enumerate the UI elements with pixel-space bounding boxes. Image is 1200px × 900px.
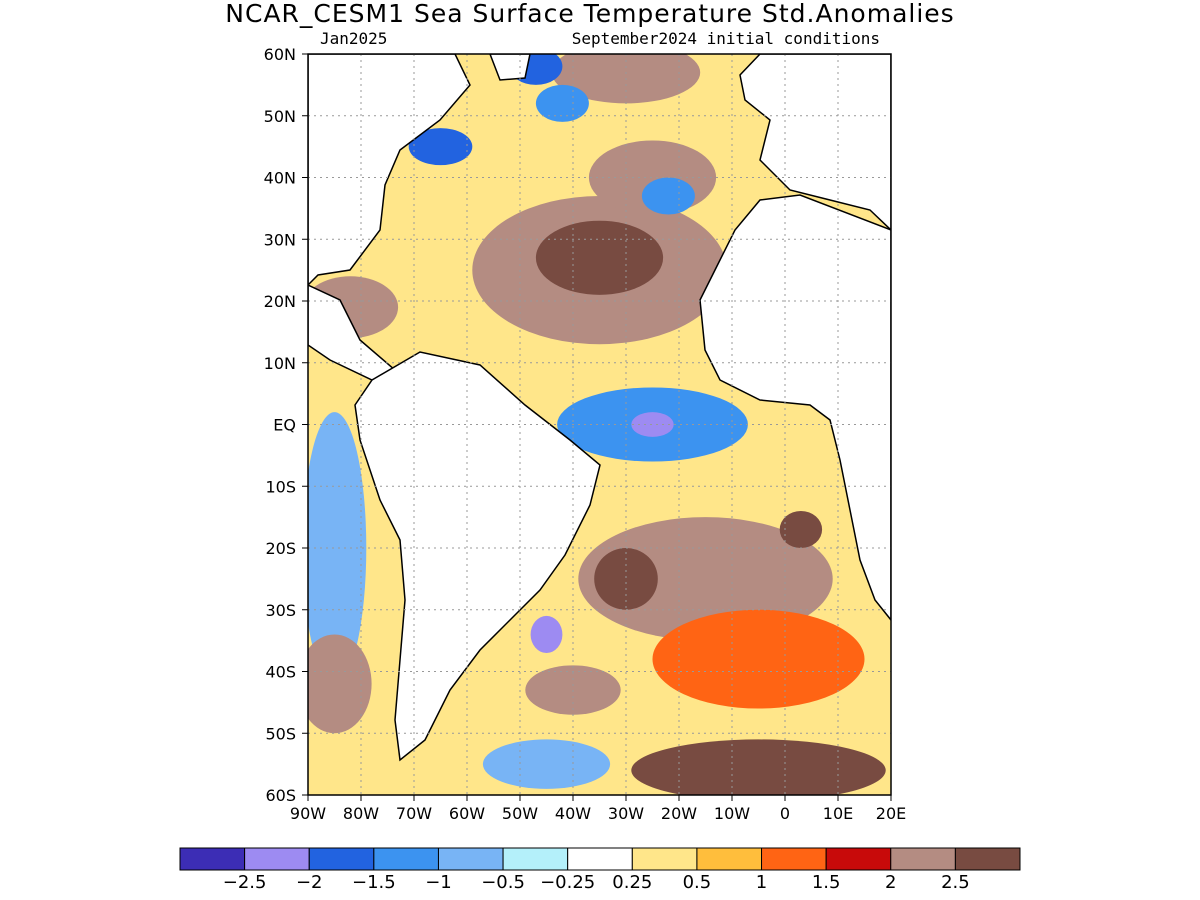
colorbar	[179, 847, 1021, 871]
y-tick-label: 50N	[264, 107, 296, 126]
europe-land	[739, 54, 891, 232]
y-tick-label: 10S	[265, 477, 296, 496]
colorbar-swatch	[308, 847, 375, 871]
y-tick-label: 40N	[264, 169, 296, 188]
colorbar-label: −0.5	[481, 872, 525, 893]
anomaly-region-14	[779, 510, 823, 548]
colorbar-label: −2.5	[223, 872, 267, 893]
anomaly-region-19	[482, 739, 611, 789]
anomaly-region-11	[308, 412, 367, 684]
y-tick-label: 40S	[265, 663, 296, 682]
colorbar-swatch	[890, 847, 956, 871]
y-tick-label: 10N	[264, 354, 296, 373]
x-tick-label: 20E	[876, 804, 906, 823]
colorbar-label: −2	[296, 872, 323, 893]
y-tick-label: 60S	[265, 786, 296, 805]
x-tick-label: 90W	[290, 804, 326, 823]
x-tick-label: 10W	[714, 804, 750, 823]
anomaly-region-12	[578, 517, 833, 641]
anomaly-region-15	[530, 615, 563, 653]
colorbar-label: 2	[885, 872, 896, 893]
anomaly-region-7	[641, 177, 695, 215]
anomaly-region-4	[408, 128, 473, 166]
colorbar-swatch	[954, 847, 1021, 871]
x-tick-label: 60W	[449, 804, 485, 823]
colorbar-swatch	[437, 847, 504, 871]
colorbar-swatch	[696, 847, 763, 871]
colorbar-swatch	[567, 847, 633, 871]
x-tick-label: 50W	[502, 804, 538, 823]
y-tick-label: 60N	[264, 45, 296, 64]
colorbar-swatch	[179, 847, 246, 871]
colorbar-label: −1.5	[352, 872, 396, 893]
x-tick-label: 40W	[555, 804, 591, 823]
x-tick-label: 70W	[396, 804, 432, 823]
chart-subtitle-right: September2024 initial conditions	[572, 29, 880, 48]
colorbar-label: 1	[756, 872, 767, 893]
colorbar-swatch	[761, 847, 827, 871]
x-tick-label: 80W	[343, 804, 379, 823]
x-tick-label: 30W	[608, 804, 644, 823]
colorbar-label: 0.5	[683, 872, 712, 893]
anomaly-region-20	[652, 609, 865, 709]
map-plot-area	[307, 53, 892, 796]
colorbar-swatch	[502, 847, 569, 871]
colorbar-swatch	[825, 847, 892, 871]
anomaly-region-18	[631, 739, 886, 795]
y-tick-label: EQ	[273, 416, 296, 435]
x-axis: 90W 80W 70W 60W 50W 40W 30W 20W 10W 0 10E 20E	[290, 795, 906, 823]
colorbar-label: 2.5	[941, 872, 970, 893]
colorbar-label: 1.5	[812, 872, 841, 893]
colorbar-label: −1	[425, 872, 452, 893]
chart-subtitle-left: Jan2025	[320, 29, 387, 48]
y-tick-label: 20S	[265, 539, 296, 558]
y-tick-label: 30N	[264, 230, 296, 249]
colorbar-labels: −2.5 −2 −1.5 −1 −0.5 −0.25 0.25 0.5 1 1.5 2 2.5	[223, 872, 970, 893]
y-tick-label: 30S	[265, 601, 296, 620]
x-tick-label: 0	[780, 804, 790, 823]
anomaly-region-5	[535, 84, 589, 122]
colorbar-swatch	[631, 847, 698, 871]
y-axis: 60N 50N 40N 30N 20N 10N EQ 10S 20S 30S 40S 50S 60S	[264, 45, 308, 805]
chart-title: NCAR_CESM1 Sea Surface Temperature Std.A…	[225, 0, 954, 28]
colorbar-label: 0.25	[612, 872, 652, 893]
colorbar-swatch	[244, 847, 310, 871]
anomaly-region-13	[594, 548, 658, 610]
colorbar-label: −0.25	[540, 872, 595, 893]
y-tick-label: 50S	[265, 724, 296, 743]
colorbar-swatch	[373, 847, 439, 871]
north-america-land	[308, 54, 471, 287]
anomaly-region-17	[308, 634, 372, 734]
map-gridlines	[308, 54, 891, 795]
x-tick-label: 10E	[823, 804, 853, 823]
y-tick-label: 20N	[264, 292, 296, 311]
x-tick-label: 20W	[661, 804, 697, 823]
anomaly-region-10	[631, 412, 674, 437]
anomaly-region-1	[535, 220, 664, 295]
south-america-land	[354, 351, 601, 762]
